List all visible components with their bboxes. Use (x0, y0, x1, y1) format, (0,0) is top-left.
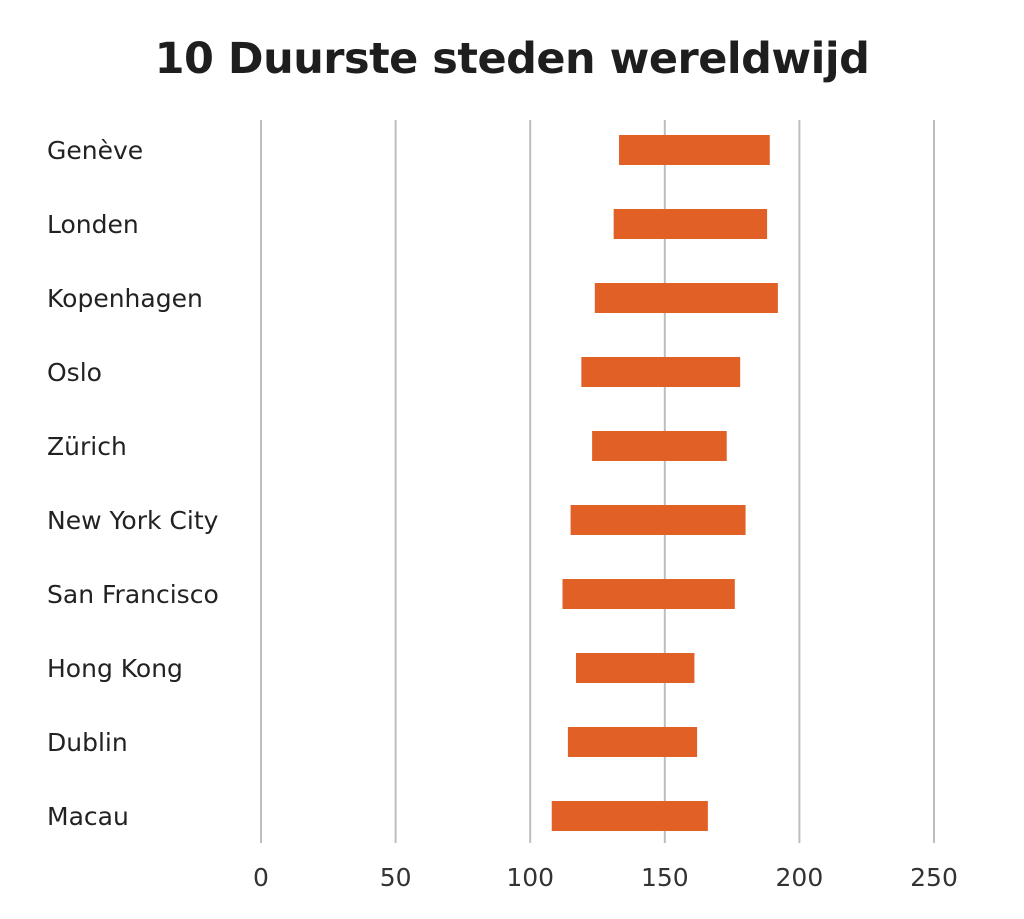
range-bar (592, 431, 727, 461)
range-bar (619, 135, 770, 165)
range-bar (562, 579, 735, 609)
range-bar (575, 653, 695, 683)
x-tick-label: 250 (910, 863, 958, 892)
category-label: Dublin (47, 728, 128, 757)
category-label: Macau (47, 802, 129, 831)
range-bar (570, 505, 746, 535)
category-label: Kopenhagen (47, 284, 203, 313)
category-label: New York City (47, 506, 219, 535)
range-bar (551, 801, 708, 831)
category-label: Hong Kong (47, 654, 183, 683)
x-tick-label: 150 (641, 863, 689, 892)
range-bar (581, 357, 741, 387)
category-label: San Francisco (47, 580, 219, 609)
x-tick-label: 50 (380, 863, 412, 892)
category-label: Zürich (47, 432, 127, 461)
category-label: Londen (47, 210, 139, 239)
category-label: Oslo (47, 358, 102, 387)
chart-title: 10 Duurste steden wereldwijd (154, 34, 870, 84)
range-bar (567, 727, 698, 757)
category-label: Genève (47, 136, 143, 165)
x-tick-label: 200 (776, 863, 824, 892)
x-tick-label: 0 (253, 863, 269, 892)
x-tick-label: 100 (506, 863, 554, 892)
range-bar (613, 209, 768, 239)
range-bar (594, 283, 778, 313)
